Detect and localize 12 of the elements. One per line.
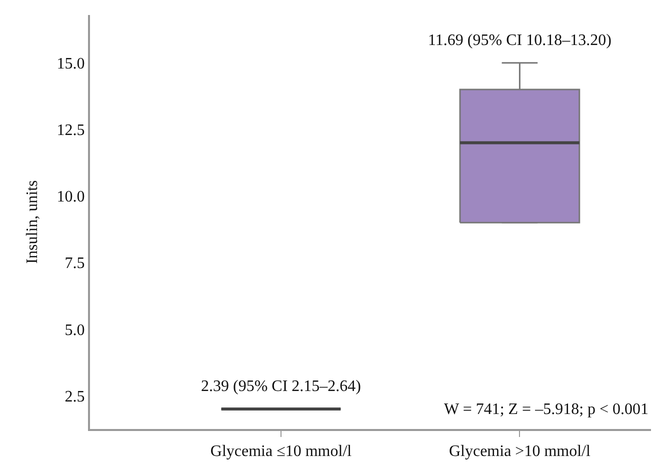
annotation: W = 741; Z = –5.918; p < 0.001 [444, 401, 649, 418]
y-tick-label: 15.0 [56, 56, 85, 73]
y-axis-title: Insulin, units [24, 180, 42, 264]
x-tick-label: Glycemia >10 mmol/l [448, 443, 591, 460]
y-tick-label: 5.0 [64, 322, 85, 339]
annotation: 11.69 (95% CI 10.18–13.20) [428, 32, 612, 49]
y-tick-label: 12.5 [56, 122, 85, 140]
y-tick-label: 10.0 [56, 188, 85, 206]
annotation: 2.39 (95% CI 2.15–2.64) [201, 378, 361, 395]
y-tick-label: 2.5 [64, 388, 85, 406]
x-tick-label: Glycemia ≤10 mmol/l [210, 443, 352, 460]
y-tick-label: 7.5 [64, 255, 85, 272]
